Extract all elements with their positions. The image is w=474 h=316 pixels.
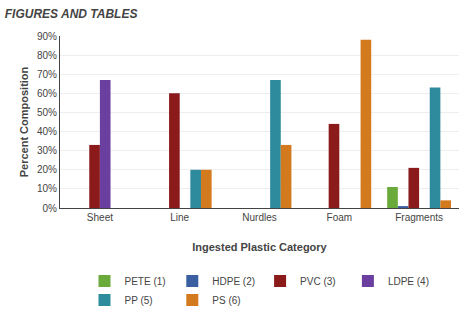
svg-text:40%: 40% [37, 126, 57, 137]
svg-text:HDPE (2): HDPE (2) [212, 276, 255, 287]
svg-text:Percent Composition: Percent Composition [18, 66, 30, 177]
svg-text:20%: 20% [37, 164, 57, 175]
svg-text:90%: 90% [37, 31, 57, 42]
svg-text:Nurdles: Nurdles [242, 212, 276, 223]
svg-text:0%: 0% [43, 203, 58, 214]
svg-text:Foam: Foam [327, 212, 353, 223]
svg-text:FIGURES AND TABLES: FIGURES AND TABLES [5, 7, 138, 21]
svg-text:50%: 50% [37, 107, 57, 118]
svg-text:80%: 80% [37, 50, 57, 61]
svg-text:30%: 30% [37, 145, 57, 156]
svg-text:PS (6): PS (6) [212, 295, 240, 306]
svg-text:PVC (3): PVC (3) [300, 276, 336, 287]
svg-text:LDPE (4): LDPE (4) [388, 276, 429, 287]
svg-text:Line: Line [170, 212, 189, 223]
svg-text:Ingested Plastic Category: Ingested Plastic Category [192, 241, 327, 253]
svg-text:PP (5): PP (5) [125, 295, 153, 306]
svg-text:10%: 10% [37, 183, 57, 194]
svg-text:60%: 60% [37, 88, 57, 99]
svg-text:PETE (1): PETE (1) [125, 276, 166, 287]
svg-text:Sheet: Sheet [87, 212, 113, 223]
svg-text:70%: 70% [37, 69, 57, 80]
svg-text:Fragments: Fragments [395, 212, 443, 223]
